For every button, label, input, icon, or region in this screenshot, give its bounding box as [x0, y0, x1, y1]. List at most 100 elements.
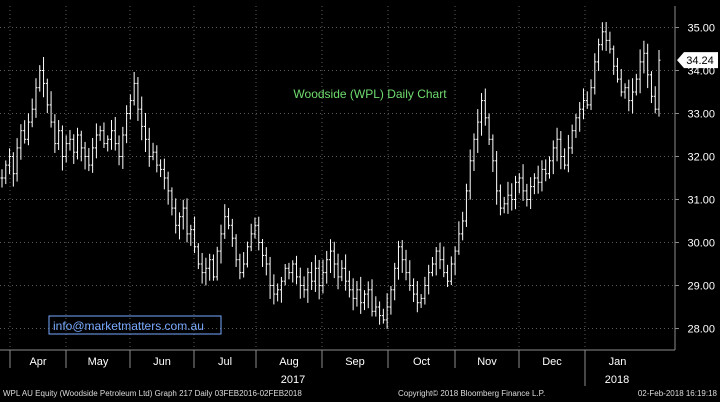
ohlc-bar [200, 252, 204, 284]
ohlc-bar [415, 281, 419, 313]
footer-security-info: WPL AU Equity (Woodside Petroleum Ltd) G… [3, 389, 302, 398]
ohlc-bar [245, 241, 249, 268]
ohlc-bar [204, 257, 208, 286]
ohlc-bar [344, 254, 348, 291]
ohlc-bar [174, 198, 178, 234]
ohlc-bar [438, 242, 442, 270]
ohlc-bar [302, 276, 306, 298]
ohlc-bar [631, 78, 635, 114]
ohlc-bar [253, 217, 257, 239]
footer-timestamp: 02-Feb-2018 16:19:18 [637, 389, 717, 398]
ohlc-bar [162, 158, 166, 190]
y-axis: 28.00 29.00 30.00 31.00 32.00 33.00 34.00 35.00 [675, 23, 715, 336]
ohlc-bar [442, 246, 446, 278]
ohlc-bar [483, 88, 487, 126]
ohlc-bar [87, 147, 91, 172]
ohlc-bar [555, 127, 559, 162]
ohlc-bar [540, 160, 544, 192]
y-tick-label: 30.00 [687, 238, 715, 250]
ohlc-bar [193, 216, 197, 254]
ohlc-bar [502, 196, 506, 214]
ohlc-bar [313, 255, 317, 292]
ohlc-bar [404, 249, 408, 281]
ohlc-bar [480, 93, 484, 136]
ohlc-bar [510, 183, 514, 211]
ohlc-bar [427, 264, 431, 295]
ohlc-bar [374, 296, 378, 317]
ohlc-bar [196, 243, 200, 270]
ohlc-bar [472, 133, 476, 171]
x-tick-label: Dec [542, 356, 562, 368]
ohlc-bar [125, 105, 129, 144]
ohlc-bar [306, 267, 310, 303]
ohlc-bar [121, 126, 125, 169]
ohlc-bar [79, 130, 83, 162]
ohlc-bar [593, 53, 597, 95]
ohlc-bar [608, 31, 612, 54]
ohlc-bar [615, 57, 619, 83]
ohlc-bar [325, 250, 329, 284]
x-tick-label: May [88, 356, 109, 368]
ohlc-bar [396, 240, 400, 280]
ohlc-bar [453, 246, 457, 276]
ohlc-bar [234, 234, 238, 267]
y-tick-label: 35.00 [687, 23, 715, 35]
ohlc-bar [351, 278, 355, 311]
ohlc-bar [19, 124, 23, 160]
ohlc-bar [140, 96, 144, 141]
ohlc-bars [0, 22, 661, 329]
ohlc-bar [272, 274, 276, 305]
ohlc-bar [378, 301, 382, 325]
grid-layer [0, 6, 676, 351]
ohlc-bar [491, 134, 495, 173]
ohlc-bar [189, 224, 193, 246]
ohlc-bar [634, 73, 638, 96]
x-tick-label: Oct [413, 356, 430, 368]
ohlc-bar [155, 145, 159, 173]
ohlc-bar [68, 129, 72, 151]
ohlc-bar [8, 148, 12, 174]
ohlc-bar [468, 149, 472, 200]
ohlc-bar [551, 140, 555, 175]
ohlc-bar [53, 114, 57, 153]
ohlc-bar [464, 183, 468, 227]
ohlc-bar [366, 281, 370, 309]
footer-bar: WPL AU Equity (Woodside Petroleum Ltd) G… [0, 386, 720, 402]
ohlc-bar [446, 264, 450, 288]
ohlc-bar [412, 278, 416, 303]
ohlc-bar [476, 109, 480, 153]
ohlc-bar [585, 91, 589, 109]
ohlc-bar [457, 221, 461, 255]
ohlc-bar [566, 134, 570, 173]
y-tick-label: 33.00 [687, 109, 715, 121]
ohlc-bar [128, 94, 132, 120]
ohlc-bar [4, 160, 8, 185]
watermark-email: info@marketmatters.com.au [53, 319, 204, 333]
ohlc-bar [60, 125, 64, 171]
ohlc-bar [276, 283, 280, 302]
last-price-box [677, 52, 718, 69]
ohlc-bar [506, 181, 510, 214]
ohlc-bar [177, 212, 181, 240]
ohlc-bar [430, 257, 434, 277]
watermark-box [48, 315, 222, 335]
ohlc-bar [57, 120, 61, 151]
ohlc-bar [389, 285, 393, 315]
ohlc-bar [279, 276, 283, 303]
ohlc-bar [0, 169, 4, 188]
ohlc-bar [317, 259, 321, 300]
x-tick-label: Jul [218, 356, 232, 368]
ohlc-bar [287, 262, 291, 280]
ohlc-bar [181, 199, 185, 230]
x-tick-label: Jun [153, 356, 171, 368]
y-tick-label: 34.00 [687, 66, 715, 78]
ohlc-bar [578, 102, 582, 132]
ohlc-bar [612, 45, 616, 75]
ohlc-bar [132, 71, 136, 106]
ohlc-bar [295, 255, 299, 285]
ohlc-bar [102, 122, 106, 149]
ohlc-bar [170, 187, 174, 216]
footer-copyright: Copyright© 2018 Bloomberg Finance L.P. [398, 389, 546, 398]
ohlc-bar [329, 239, 332, 273]
